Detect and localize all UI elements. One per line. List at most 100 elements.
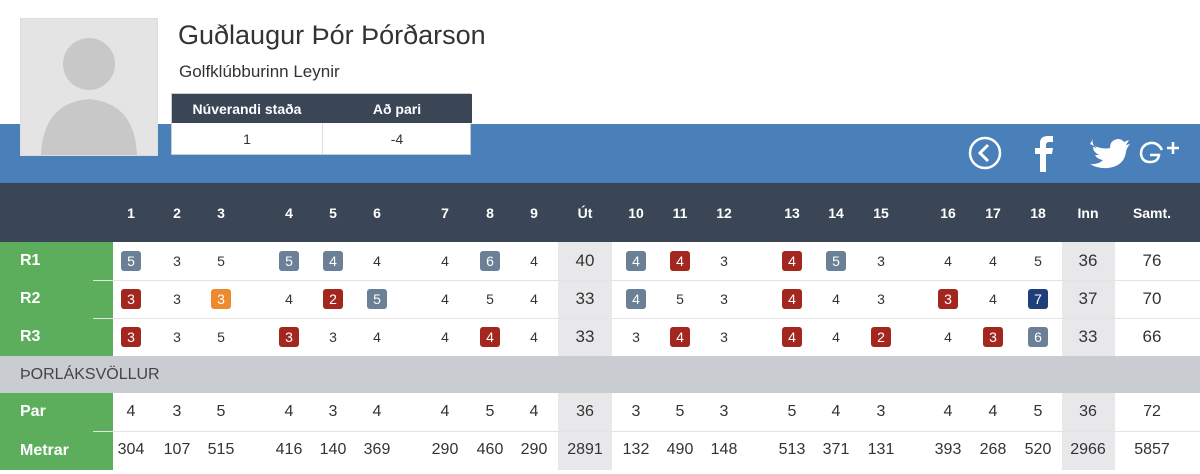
score-cell: 6 [465,242,515,280]
score-cell: 5 [264,242,314,280]
status-table: Núverandi staða Að pari 1 -4 [171,93,472,155]
score-cell: 33 [1078,327,1098,346]
meters-cell: 304 [117,441,145,458]
meters-cell: 371 [822,441,850,458]
meters-cell: 107 [163,441,191,458]
score-cell: 4 [944,329,952,345]
status-value: -4 [390,130,404,147]
score-cell: 4 [441,253,449,269]
back-button[interactable] [968,136,1002,170]
under-par-score: 4 [782,251,802,271]
column-header: 3 [217,204,225,221]
par-cell: 5 [485,403,495,420]
column-header: 12 [716,204,732,221]
column-header: 13 [784,204,800,221]
par-cell: 4 [943,403,953,420]
score-cell: 4 [530,291,538,307]
par-cell: 72 [1143,403,1161,420]
score-cell: 3 [923,280,973,318]
par-cell: 3 [328,403,338,420]
score-cell: 36 [1078,251,1098,270]
column-header: 18 [1030,204,1046,221]
table-header [0,183,1200,242]
row-divider [93,280,1200,281]
score-cell: 3 [173,329,181,345]
meters-cell: 131 [867,441,895,458]
score-cell: 4 [530,329,538,345]
score-cell: 3 [196,280,246,318]
par-cell: 4 [126,403,136,420]
score-cell: 4 [989,291,997,307]
twitter-icon[interactable] [1090,139,1130,169]
par-cell: 36 [1079,403,1097,420]
score-cell: 70 [1142,289,1162,308]
under-par-score: 3 [938,289,958,309]
score-cell: 4 [611,242,661,280]
par-cell: 36 [576,403,594,420]
score-cell: 4 [285,291,293,307]
meters-cell: 290 [520,441,548,458]
column-header: 8 [486,204,494,221]
facebook-icon[interactable] [1035,136,1053,172]
over-par-score: 6 [1028,327,1048,347]
score-cell: 40 [575,251,595,270]
under-par-score: 4 [480,327,500,347]
status-header: Núverandi staða [172,94,322,123]
under-par-score: 3 [983,327,1003,347]
meters-cell: 393 [934,441,962,458]
under-par-score: 3 [279,327,299,347]
score-cell: 4 [832,291,840,307]
over-par-score: 4 [626,251,646,271]
score-cell: 5 [217,253,225,269]
par-cell: 5 [216,403,226,420]
par-cell: 3 [876,403,886,420]
row-label: R3 [0,318,113,356]
total-column-bg [1062,242,1115,356]
column-header: 2 [173,204,181,221]
score-cell: 4 [465,318,515,356]
par-cell: 5 [675,403,685,420]
column-header: 7 [441,204,449,221]
player-name: Guðlaugur Þór Þórðarson [178,20,486,50]
avatar-image [21,19,157,155]
score-cell: 4 [832,329,840,345]
score-cell: 3 [173,291,181,307]
score-cell: 4 [530,253,538,269]
score-cell: 3 [106,318,156,356]
status-value: 1 [172,123,323,154]
column-header: 11 [672,204,688,221]
under-par-score: 2 [871,327,891,347]
meters-cell: 148 [710,441,738,458]
score-cell: 66 [1142,327,1162,346]
column-header: 16 [940,204,956,221]
under-par-score: 3 [121,327,141,347]
over-par-score: 4 [323,251,343,271]
meters-cell: 2966 [1070,441,1106,458]
score-cell: 4 [767,280,817,318]
meters-cell: 520 [1024,441,1052,458]
score-cell: 3 [720,329,728,345]
score-cell: 4 [767,242,817,280]
par-cell: 5 [1033,403,1043,420]
meters-cell: 268 [979,441,1007,458]
over-par-score: 5 [826,251,846,271]
score-cell: 3 [720,291,728,307]
meters-cell: 513 [778,441,806,458]
score-cell: 6 [1013,318,1063,356]
row-divider [93,318,1200,319]
score-cell: 3 [632,329,640,345]
column-header: 4 [285,204,293,221]
score-cell: 4 [373,329,381,345]
row-divider [93,431,1200,432]
score-cell: 4 [441,329,449,345]
row-label: Par [0,393,113,431]
par-cell: 3 [172,403,182,420]
googleplus-icon[interactable] [1139,141,1179,164]
meters-cell: 460 [476,441,504,458]
score-cell: 4 [373,253,381,269]
row-label: R1 [0,242,113,280]
under-par-score: 4 [670,251,690,271]
score-cell: 7 [1013,280,1063,318]
par-cell: 4 [988,403,998,420]
